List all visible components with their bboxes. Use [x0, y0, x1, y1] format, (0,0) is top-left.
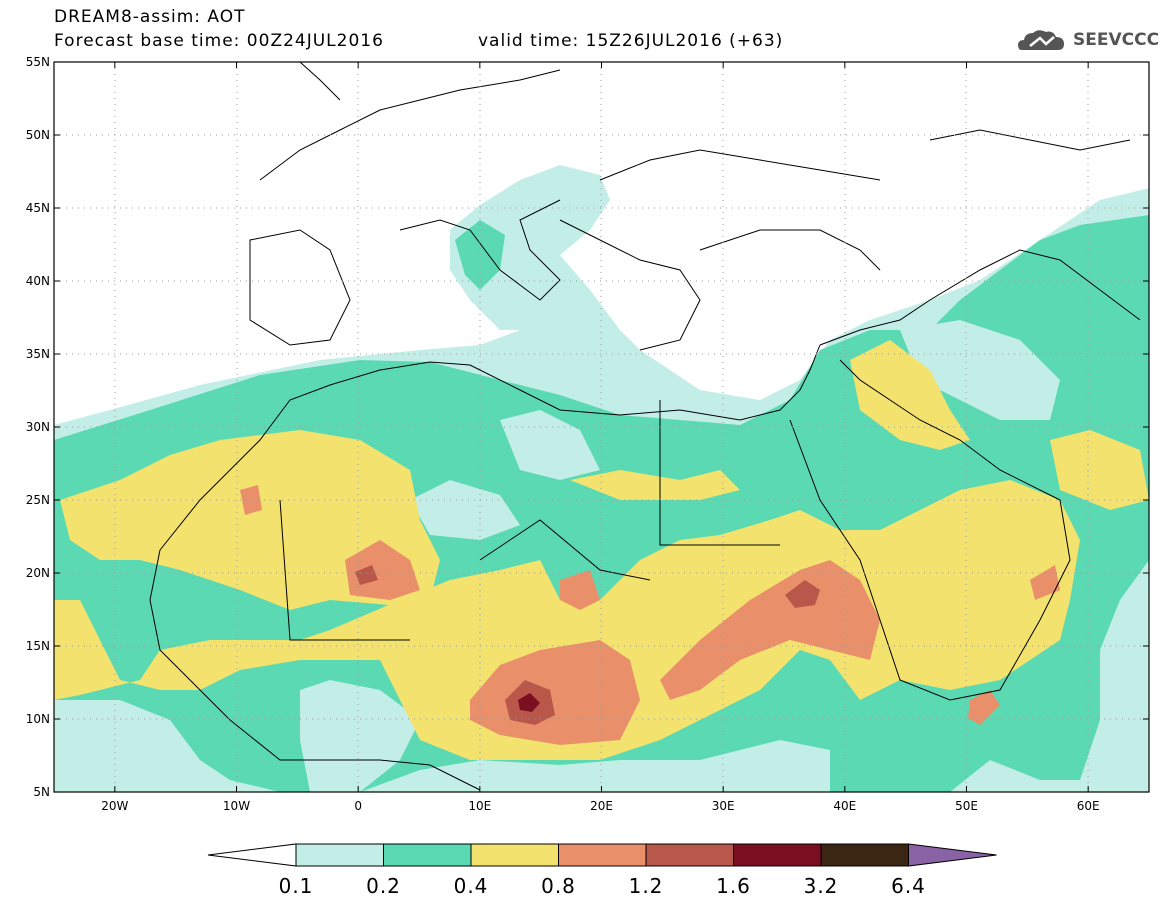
lat-tick-label: 35N — [26, 347, 50, 361]
colorbar-segment — [820, 843, 909, 867]
aot-field-1.6-chad — [518, 693, 540, 712]
aot-field-0.1-niger — [410, 480, 520, 540]
coastlines — [149, 62, 1141, 791]
aot-field-0.1-sahel — [300, 680, 420, 792]
lon-tick-label: 20E — [590, 799, 613, 813]
lat-tick-label: 5N — [33, 785, 50, 799]
lat-tick-label: 40N — [26, 274, 50, 288]
aot-field-0.8-sudan — [660, 560, 880, 700]
aot-field-0.4-mauritania — [60, 430, 440, 610]
aot-field-0.1-arabia — [900, 320, 1060, 420]
colorbar-label: 3.2 — [803, 874, 839, 898]
lat-tick-label: 25N — [26, 493, 50, 507]
aot-field-0.1-libya — [500, 410, 600, 480]
lon-tick-label: 50E — [955, 799, 978, 813]
aot-field-0.8-mali — [345, 540, 420, 600]
lon-tick-label: 40E — [833, 799, 856, 813]
colorbar-label: 0.2 — [366, 874, 401, 898]
graticule — [54, 62, 1149, 792]
title-base-time: Forecast base time: 00Z24JUL2016 — [54, 31, 384, 51]
logo-text: SEEVCCC — [1073, 30, 1160, 50]
aot-field-0.4-iraq — [850, 340, 970, 450]
colorbar-label: 0.8 — [541, 874, 576, 898]
lat-axis: 55N 50N 45N 40N 35N 30N 25N 20N 15N 10N 5N — [26, 55, 1149, 799]
colorbar-label: 1.6 — [716, 874, 751, 898]
colorbar-segment — [470, 843, 559, 867]
colorbar — [207, 843, 997, 867]
lon-tick-label: 10W — [223, 799, 250, 813]
colorbar-max-arrow — [908, 843, 997, 867]
aot-field-1.2-mali — [355, 565, 378, 585]
colorbar-segment — [383, 843, 472, 867]
lon-axis: 20W 10W 0 10E 20E 30E 40E 50E 60E — [101, 62, 1100, 813]
aot-field-0.4-libya-n — [570, 470, 740, 500]
lon-tick-label: 10E — [468, 799, 491, 813]
colorbar-segment — [645, 843, 734, 867]
colorbar-label: 0.4 — [453, 874, 489, 898]
colorbar-label: 1.2 — [628, 874, 664, 898]
colorbar-segment — [295, 843, 384, 867]
lat-tick-label: 15N — [26, 639, 50, 653]
aot-field-0.8-somalia — [968, 690, 1000, 725]
colorbar-label: 6.4 — [891, 874, 926, 898]
aot-field-0.4-gulf — [1050, 430, 1149, 510]
lat-tick-label: 20N — [26, 566, 50, 580]
lat-tick-label: 55N — [26, 55, 50, 69]
title-model: DREAM8-assim: AOT — [54, 7, 246, 27]
colorbar-label: 0.1 — [278, 874, 314, 898]
colorbar-segment — [733, 843, 822, 867]
cloud-icon — [1018, 30, 1064, 50]
lon-tick-label: 20W — [101, 799, 128, 813]
aot-field-0.8-oman — [1030, 565, 1060, 600]
lat-tick-label: 50N — [26, 128, 50, 142]
lon-tick-label: 0 — [354, 799, 362, 813]
colorbar-min-arrow — [207, 843, 297, 867]
lon-tick-label: 60E — [1077, 799, 1100, 813]
aot-field-0.8-w-sahara — [240, 485, 262, 515]
lat-tick-label: 45N — [26, 201, 50, 215]
lat-tick-label: 10N — [26, 712, 50, 726]
aot-field-0.4 — [54, 480, 1080, 760]
colorbar-segment — [558, 843, 647, 867]
aot-field-1.2-sudan — [785, 580, 820, 608]
lon-tick-label: 30E — [712, 799, 735, 813]
title-valid-time: valid time: 15Z26JUL2016 (+63) — [478, 31, 784, 51]
aot-field-0.8-niger — [560, 570, 600, 610]
lat-tick-label: 30N — [26, 420, 50, 434]
aot-field-0.1-adriatic — [450, 165, 630, 360]
